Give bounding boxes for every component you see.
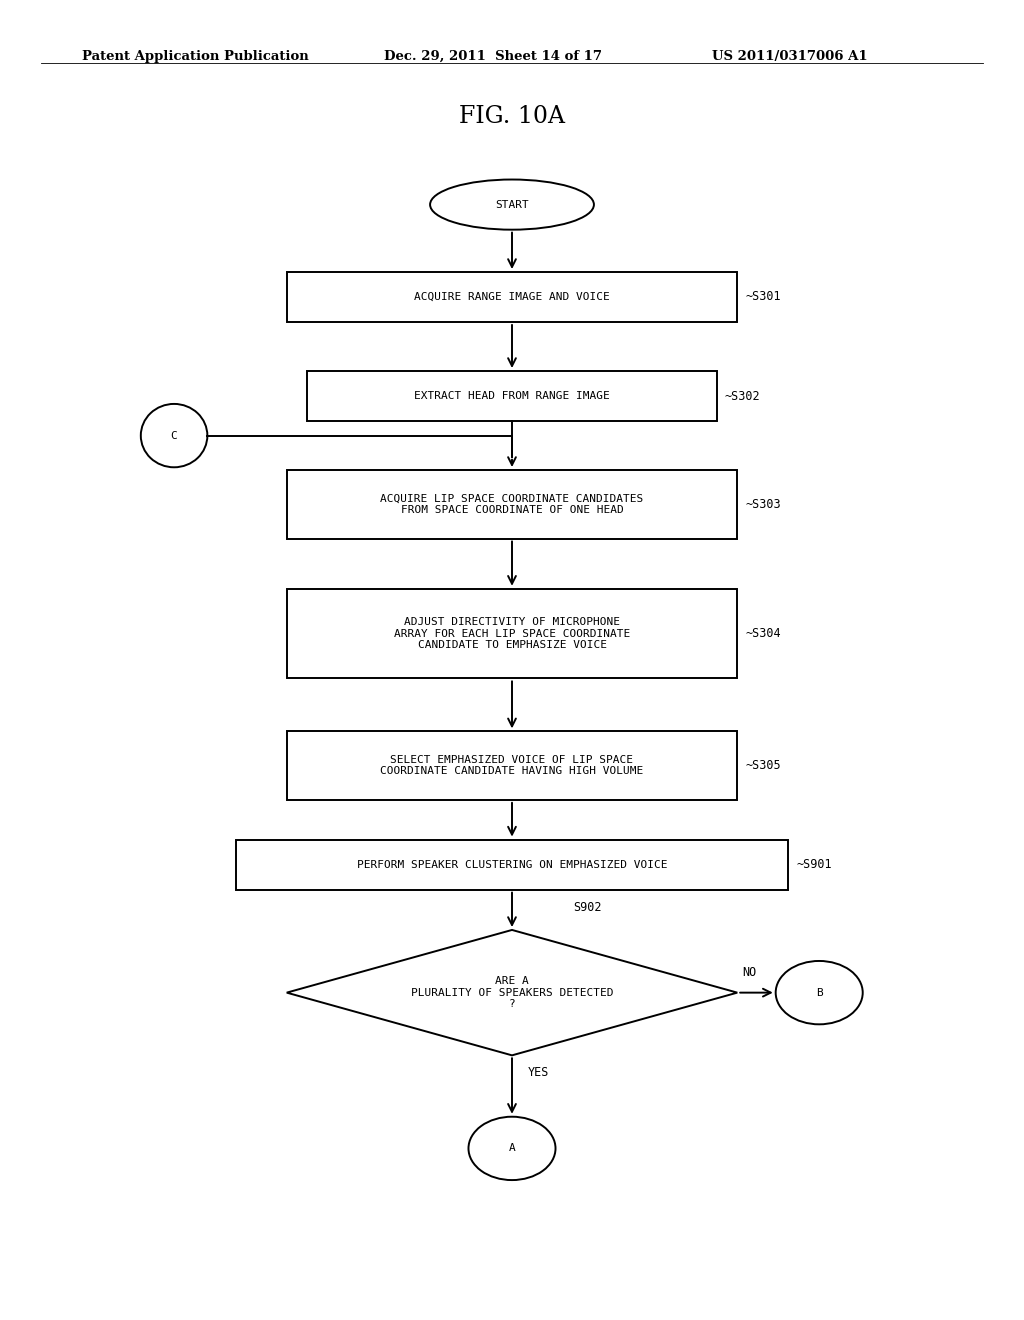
Text: SELECT EMPHASIZED VOICE OF LIP SPACE
COORDINATE CANDIDATE HAVING HIGH VOLUME: SELECT EMPHASIZED VOICE OF LIP SPACE COO… (380, 755, 644, 776)
Text: Patent Application Publication: Patent Application Publication (82, 50, 308, 63)
Text: ACQUIRE LIP SPACE COORDINATE CANDIDATES
FROM SPACE COORDINATE OF ONE HEAD: ACQUIRE LIP SPACE COORDINATE CANDIDATES … (380, 494, 644, 515)
Text: NO: NO (742, 966, 757, 979)
Ellipse shape (141, 404, 207, 467)
Text: YES: YES (527, 1067, 549, 1078)
Ellipse shape (469, 1117, 555, 1180)
Text: C: C (171, 430, 177, 441)
Text: A: A (509, 1143, 515, 1154)
Text: S902: S902 (573, 902, 602, 913)
Text: ~S302: ~S302 (725, 389, 761, 403)
Bar (287, 731, 737, 800)
Text: ~S301: ~S301 (745, 290, 781, 304)
Text: START: START (496, 199, 528, 210)
Text: ~S305: ~S305 (745, 759, 781, 772)
Text: ACQUIRE RANGE IMAGE AND VOICE: ACQUIRE RANGE IMAGE AND VOICE (414, 292, 610, 302)
Text: FIG. 10A: FIG. 10A (459, 104, 565, 128)
Ellipse shape (430, 180, 594, 230)
Bar (287, 470, 737, 539)
Bar (287, 272, 737, 322)
Text: US 2011/0317006 A1: US 2011/0317006 A1 (712, 50, 867, 63)
Text: ADJUST DIRECTIVITY OF MICROPHONE
ARRAY FOR EACH LIP SPACE COORDINATE
CANDIDATE T: ADJUST DIRECTIVITY OF MICROPHONE ARRAY F… (394, 616, 630, 651)
Text: PERFORM SPEAKER CLUSTERING ON EMPHASIZED VOICE: PERFORM SPEAKER CLUSTERING ON EMPHASIZED… (356, 859, 668, 870)
Text: EXTRACT HEAD FROM RANGE IMAGE: EXTRACT HEAD FROM RANGE IMAGE (414, 391, 610, 401)
Text: ~S303: ~S303 (745, 498, 781, 511)
Bar (307, 371, 717, 421)
Text: B: B (816, 987, 822, 998)
Text: Dec. 29, 2011  Sheet 14 of 17: Dec. 29, 2011 Sheet 14 of 17 (384, 50, 602, 63)
Text: ~S901: ~S901 (797, 858, 833, 871)
Polygon shape (287, 929, 737, 1056)
Text: ARE A
PLURALITY OF SPEAKERS DETECTED
?: ARE A PLURALITY OF SPEAKERS DETECTED ? (411, 975, 613, 1010)
Bar (287, 589, 737, 678)
Bar (236, 840, 788, 890)
Text: ~S304: ~S304 (745, 627, 781, 640)
Ellipse shape (776, 961, 863, 1024)
